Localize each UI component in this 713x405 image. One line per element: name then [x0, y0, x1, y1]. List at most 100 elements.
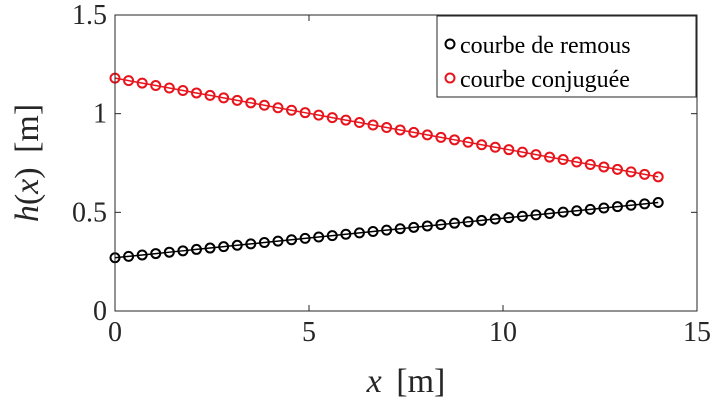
data-point-0	[299, 232, 311, 244]
data-point-0	[544, 208, 556, 220]
data-point-0	[503, 212, 515, 224]
data-point-1	[340, 114, 352, 126]
series-layer	[109, 72, 664, 264]
data-point-0	[408, 221, 420, 233]
data-point-1	[394, 124, 406, 136]
tick-labels: 0 5 10 15 0 0.5 1 1.5	[72, 0, 711, 348]
data-point-0	[218, 241, 230, 253]
x-axis-label-var: x	[366, 363, 382, 400]
data-point-1	[299, 107, 311, 119]
data-point-0	[584, 203, 596, 215]
data-point-0	[177, 245, 189, 257]
data-point-1	[449, 134, 460, 146]
data-point-0	[462, 216, 474, 228]
data-point-1	[258, 99, 270, 111]
data-point-1	[625, 166, 637, 178]
data-point-0	[245, 238, 257, 250]
y-axis-label-unit: [m]	[9, 104, 46, 153]
data-point-1	[652, 171, 664, 183]
legend-marker-remous	[444, 38, 456, 50]
data-point-0	[639, 198, 651, 210]
data-point-0	[421, 220, 433, 232]
x-tick-label: 15	[683, 317, 711, 348]
data-point-0	[449, 217, 460, 229]
data-point-1	[245, 97, 257, 109]
data-point-0	[652, 196, 664, 208]
legend-label-remous: courbe de remous	[460, 33, 631, 59]
data-point-0	[557, 206, 569, 218]
legend-label-conjuguee: courbe conjuguée	[460, 67, 630, 93]
y-axis-label: h(x) [m]	[9, 104, 46, 222]
data-point-1	[313, 109, 325, 121]
x-tick-label: 5	[302, 317, 316, 348]
data-point-0	[571, 205, 583, 217]
x-axis-label: x [m]	[366, 363, 446, 400]
y-tick-label: 0	[93, 296, 107, 327]
data-point-0	[272, 235, 284, 247]
data-point-1	[462, 136, 474, 148]
data-point-1	[272, 102, 284, 114]
plot-frame	[114, 14, 698, 312]
data-point-1	[326, 112, 338, 124]
y-axis-label-func: h	[9, 205, 46, 222]
y-axis-label-open: (	[9, 194, 46, 205]
data-point-0	[381, 224, 393, 236]
data-point-1	[218, 92, 230, 104]
data-point-1	[190, 87, 202, 99]
data-point-0	[611, 201, 623, 213]
data-point-0	[489, 213, 501, 225]
data-point-0	[476, 214, 488, 226]
data-point-1	[381, 121, 393, 133]
data-point-0	[204, 242, 216, 254]
data-point-1	[367, 119, 379, 131]
data-point-1	[286, 104, 298, 116]
data-point-1	[435, 131, 447, 143]
data-point-0	[163, 246, 175, 258]
data-point-1	[231, 94, 243, 106]
legend-marker-conjuguee	[444, 72, 456, 84]
legend: courbe de remous courbe conjuguée	[436, 15, 697, 98]
data-point-1	[150, 80, 162, 92]
x-axis-label-unit: [m]	[396, 363, 445, 400]
data-point-1	[530, 149, 542, 161]
data-point-1	[639, 168, 651, 180]
data-point-1	[204, 89, 216, 101]
data-point-1	[353, 117, 365, 129]
data-point-0	[150, 248, 162, 260]
legend-box	[436, 15, 697, 98]
data-point-1	[571, 156, 583, 168]
y-tick-label: 1.5	[72, 0, 107, 31]
data-point-1	[136, 77, 148, 89]
data-point-1	[163, 82, 175, 94]
data-point-1	[598, 161, 610, 173]
data-point-1	[489, 141, 501, 153]
y-tick-label: 1	[93, 99, 107, 130]
data-point-1	[503, 144, 515, 156]
data-point-0	[136, 249, 148, 261]
data-point-1	[177, 84, 189, 96]
data-point-0	[231, 239, 243, 251]
data-point-0	[625, 199, 637, 211]
data-point-0	[367, 225, 379, 237]
data-point-1	[123, 75, 135, 87]
x-tick-label: 0	[108, 317, 122, 348]
y-axis-label-var: x	[9, 179, 46, 195]
data-point-1	[476, 139, 488, 151]
data-point-0	[598, 202, 610, 214]
data-point-0	[190, 243, 202, 255]
data-point-0	[530, 209, 542, 221]
data-point-1	[611, 163, 623, 175]
y-axis-label-close: )	[9, 167, 46, 178]
data-point-1	[421, 129, 433, 141]
data-point-0	[435, 219, 447, 231]
data-point-0	[123, 250, 135, 262]
data-point-0	[516, 210, 528, 222]
data-point-0	[258, 237, 270, 249]
data-point-0	[394, 223, 406, 235]
data-point-0	[313, 231, 325, 243]
data-point-0	[326, 230, 338, 242]
data-point-0	[286, 234, 298, 246]
data-point-1	[557, 154, 569, 166]
data-point-1	[584, 158, 596, 170]
